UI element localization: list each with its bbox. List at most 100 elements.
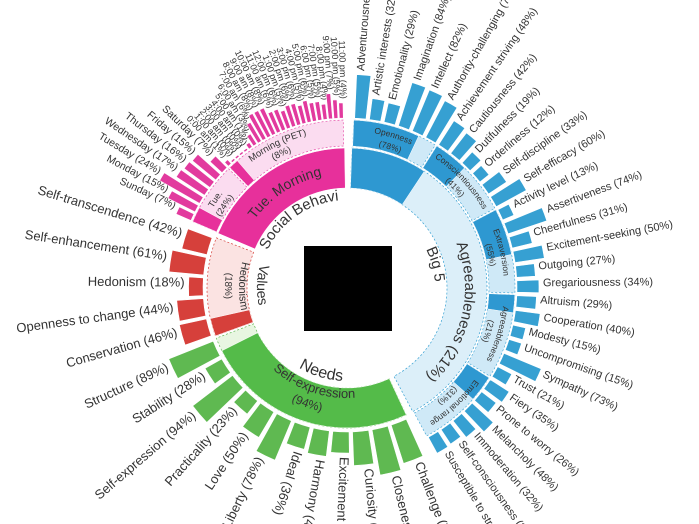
leaf-bar[interactable] xyxy=(483,379,510,403)
leaf-bar[interactable] xyxy=(411,89,443,137)
big5-trait-fill[interactable] xyxy=(453,363,490,400)
hour-bar[interactable] xyxy=(234,154,240,160)
leaf-bar[interactable] xyxy=(285,421,311,450)
hour-bar[interactable] xyxy=(302,100,312,124)
leaf-bar[interactable] xyxy=(461,151,482,172)
leaf-bar[interactable] xyxy=(371,425,402,476)
leaf-bar[interactable] xyxy=(188,276,204,297)
hour-bar[interactable] xyxy=(243,147,249,153)
social-hour-fill[interactable] xyxy=(229,160,255,187)
hour-bar[interactable] xyxy=(314,101,323,121)
big5-trait-fill[interactable] xyxy=(422,145,465,187)
hour-bar[interactable] xyxy=(245,142,253,150)
hour-bar[interactable] xyxy=(224,159,232,167)
leaf-bar[interactable] xyxy=(491,366,513,386)
leaf-bar[interactable] xyxy=(168,340,221,379)
hour-bar[interactable] xyxy=(290,103,302,126)
leaf-bar[interactable] xyxy=(390,418,424,464)
leaf-bar[interactable] xyxy=(204,358,231,385)
leaf-bar[interactable] xyxy=(192,374,244,423)
leaf-bar[interactable] xyxy=(452,413,477,438)
day-bar[interactable] xyxy=(175,206,195,221)
day-bar[interactable] xyxy=(175,169,209,196)
leaf-bar[interactable] xyxy=(398,82,427,131)
hour-bar[interactable] xyxy=(253,110,272,139)
hour-bar[interactable] xyxy=(332,99,339,119)
leaf-bar[interactable] xyxy=(438,120,466,152)
dominant-label-values: Hedonism xyxy=(236,261,251,311)
leaf-bar[interactable] xyxy=(307,427,330,457)
hour-bar[interactable] xyxy=(246,121,262,144)
hour-bar[interactable] xyxy=(246,133,258,147)
leaf-bar[interactable] xyxy=(503,207,548,235)
hour-bar[interactable] xyxy=(259,107,277,136)
leaf-bar[interactable] xyxy=(515,263,536,278)
leaf-bar[interactable] xyxy=(176,298,207,322)
leaf-bar[interactable] xyxy=(512,244,545,263)
day-bar[interactable] xyxy=(209,155,228,174)
leaf-bar[interactable] xyxy=(481,171,507,195)
leaf-label: 10:00 pm (5%) xyxy=(329,36,343,96)
leaf-bar[interactable] xyxy=(383,102,401,126)
leaf-bar[interactable] xyxy=(498,352,542,382)
big5-trait-fill[interactable] xyxy=(487,293,516,314)
leaf-bar[interactable] xyxy=(463,402,494,433)
dominant-pct-values: (18%) xyxy=(222,272,234,299)
needs-ring2-fill[interactable] xyxy=(221,332,407,429)
leaf-bar[interactable] xyxy=(490,178,527,208)
leaf-bar[interactable] xyxy=(168,249,207,276)
masked-center-region xyxy=(304,246,392,331)
social-ring2-arc[interactable] xyxy=(217,147,346,250)
leaf-bar[interactable] xyxy=(440,422,462,445)
hour-bar[interactable] xyxy=(248,113,267,141)
leaf-label: Self-enhancement (61%) xyxy=(24,227,168,264)
values-ring2-fill[interactable] xyxy=(210,309,254,337)
big5-ring2-fill[interactable] xyxy=(350,147,425,205)
social-day-fill[interactable] xyxy=(192,207,223,233)
leaf-bar[interactable] xyxy=(352,430,375,466)
leaf-bar[interactable] xyxy=(330,430,350,454)
leaf-bar[interactable] xyxy=(474,391,497,413)
leaf-label: Adventurousness xyxy=(355,0,374,71)
leaf-bar[interactable] xyxy=(516,279,540,293)
leaf-bar[interactable] xyxy=(181,228,213,255)
leaf-bar[interactable] xyxy=(515,295,537,310)
leaf-bar[interactable] xyxy=(472,165,490,183)
hour-bar[interactable] xyxy=(320,103,328,120)
day-bar[interactable] xyxy=(167,190,199,213)
leaf-bar[interactable] xyxy=(369,98,386,122)
big5-trait-fill[interactable] xyxy=(352,119,419,160)
day-bar[interactable] xyxy=(183,161,215,188)
leaf-bar[interactable] xyxy=(450,132,477,161)
leaf-bar[interactable] xyxy=(255,413,292,461)
day-bar[interactable] xyxy=(191,153,221,181)
big5-ring2-arc[interactable] xyxy=(350,147,488,413)
leaf-bar[interactable] xyxy=(354,74,372,120)
leaf-label: Openness to change (44%) xyxy=(15,300,174,336)
hour-bar[interactable] xyxy=(325,93,333,120)
leaf-bar[interactable] xyxy=(504,339,522,356)
leaf-bar[interactable] xyxy=(179,318,212,346)
hour-bar[interactable] xyxy=(230,158,236,163)
hour-bar[interactable] xyxy=(267,111,281,134)
leaf-bar[interactable] xyxy=(513,310,541,327)
social-hour-cell[interactable] xyxy=(229,119,345,187)
leaf-bar[interactable] xyxy=(233,389,259,415)
leaf-bar[interactable] xyxy=(508,230,533,249)
leaf-bar[interactable] xyxy=(497,203,515,221)
big5-trait-fill[interactable] xyxy=(472,209,512,260)
leaf-bar[interactable] xyxy=(425,100,458,144)
hour-bar[interactable] xyxy=(284,104,297,128)
hour-bar[interactable] xyxy=(308,102,317,122)
hour-bar[interactable] xyxy=(280,109,291,130)
hour-bar[interactable] xyxy=(297,104,307,125)
hour-bar[interactable] xyxy=(273,108,286,132)
leaf-bar[interactable] xyxy=(509,324,527,341)
leaf-bar[interactable] xyxy=(242,402,275,438)
day-bar[interactable] xyxy=(159,172,204,204)
hour-bar[interactable] xyxy=(338,102,344,119)
leaf-label: Outgoing (27%) xyxy=(538,253,616,272)
leaf-bar[interactable] xyxy=(427,431,449,454)
hour-bar[interactable] xyxy=(238,151,244,156)
